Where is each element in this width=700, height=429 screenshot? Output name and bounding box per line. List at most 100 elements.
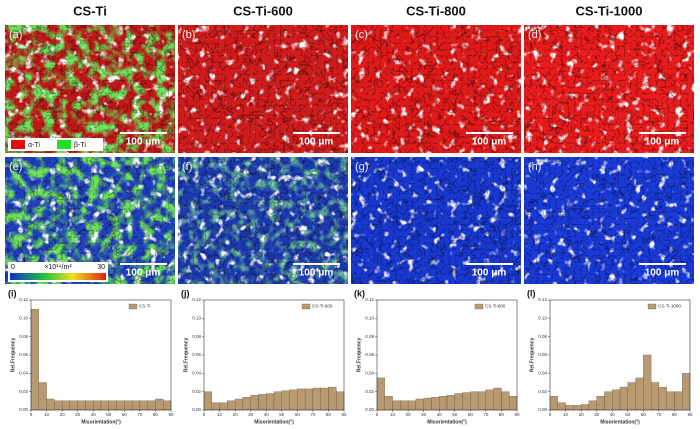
- y-tick-label: 0.06: [365, 352, 374, 357]
- scale-label: 100 μm: [299, 268, 334, 279]
- panel-label: (e): [9, 161, 22, 173]
- y-tick-label: 0.04: [19, 371, 28, 376]
- x-tick-label: 30: [248, 412, 254, 417]
- plot-frame: [549, 299, 691, 411]
- x-tick-label: 40: [264, 412, 270, 417]
- histogram-bar: [289, 389, 298, 411]
- histogram-bar: [234, 398, 244, 411]
- legend-label: CS-Ti-800: [485, 304, 506, 309]
- colorbar: [10, 273, 106, 280]
- y-tick-label: 0.12: [19, 297, 28, 302]
- histogram-bar: [619, 386, 628, 411]
- y-tick-label: 0.08: [19, 334, 28, 339]
- x-tick-label: 50: [452, 412, 458, 417]
- y-axis-label: Rel.Frequency: [356, 338, 362, 373]
- panel-label: (l): [527, 288, 536, 298]
- histogram-bar: [392, 400, 401, 411]
- x-tick-label: 70: [656, 412, 662, 417]
- histogram-bar: [501, 391, 510, 411]
- y-tick-label: 0.02: [192, 389, 201, 394]
- histogram-bar: [250, 395, 259, 411]
- y-tick-label: 0.00: [192, 407, 201, 412]
- y-tick-label: 0.00: [538, 407, 547, 412]
- x-tick-label: 10: [390, 412, 396, 417]
- legend-swatch: [647, 303, 657, 310]
- x-tick-label: 10: [563, 412, 569, 417]
- legend-swatch: [301, 303, 311, 310]
- x-tick-label: 50: [279, 412, 285, 417]
- histogram-bar: [147, 400, 156, 411]
- micrograph-grain: [524, 25, 694, 153]
- histogram-bar: [258, 394, 267, 411]
- scale-label: 100 μm: [126, 268, 161, 279]
- histogram-bar: [596, 396, 605, 411]
- y-tick-label: 0.10: [365, 316, 374, 321]
- panel-label: (c): [355, 29, 368, 41]
- scale-label: 100 μm: [645, 268, 680, 279]
- x-axis-label: Misorientation(°): [81, 419, 121, 425]
- y-tick-label: 0.08: [538, 334, 547, 339]
- histogram-bar: [470, 391, 479, 411]
- y-tick-label: 0.02: [19, 389, 28, 394]
- y-tick-label: 0.04: [192, 371, 201, 376]
- column-title: CS-Ti-600: [233, 3, 293, 18]
- histogram-bar: [666, 391, 675, 411]
- panel-label: (a): [9, 29, 22, 41]
- x-tick-label: 20: [406, 412, 412, 417]
- histogram-bar: [423, 397, 432, 411]
- y-tick-label: 0.08: [365, 334, 374, 339]
- legend-label: CS-Ti: [139, 304, 150, 309]
- histogram-bar: [682, 373, 691, 411]
- histogram-bar: [485, 389, 494, 411]
- y-tick-label: 0.12: [365, 297, 374, 302]
- scale-label: 100 μm: [645, 137, 680, 148]
- y-axis-label: Rel.Frequency: [183, 338, 189, 373]
- x-tick-label: 60: [122, 412, 128, 417]
- panel-label: (d): [528, 29, 541, 41]
- y-tick-label: 0.06: [538, 352, 547, 357]
- x-tick-label: 40: [437, 412, 443, 417]
- histogram-bar: [407, 400, 417, 411]
- histogram-bar: [509, 396, 518, 411]
- scale-label: 100 μm: [472, 268, 507, 279]
- histogram-bar: [273, 391, 282, 411]
- y-tick-label: 0.06: [19, 352, 28, 357]
- x-tick-label: 90: [514, 412, 520, 417]
- y-tick-label: 0.10: [19, 316, 28, 321]
- histogram-bar: [376, 377, 385, 411]
- x-axis-label: Misorientation(°): [427, 419, 467, 425]
- colorbar-max: 30: [97, 264, 105, 271]
- legend-swatch: [474, 303, 484, 310]
- histogram-bar: [557, 402, 566, 411]
- histogram-bar: [116, 400, 125, 411]
- y-tick-label: 0.10: [538, 316, 547, 321]
- x-axis-label: Misorientation(°): [254, 419, 294, 425]
- x-tick-label: 80: [499, 412, 505, 417]
- histogram-bar: [650, 382, 660, 411]
- x-tick-label: 80: [672, 412, 678, 417]
- micrograph-grain: [524, 157, 694, 284]
- x-tick-label: 70: [310, 412, 316, 417]
- x-tick-label: 80: [153, 412, 159, 417]
- column-title: CS-Ti: [73, 3, 107, 18]
- micrograph-grain: [5, 25, 175, 153]
- histogram-bar: [604, 391, 613, 411]
- colorbar-unit: ×10¹⁴/m²: [44, 264, 72, 271]
- plot-frame: [376, 299, 518, 411]
- histogram-bar: [493, 387, 502, 411]
- y-tick-label: 0.04: [538, 371, 547, 376]
- x-tick-label: 0: [549, 412, 552, 417]
- x-tick-label: 30: [421, 412, 427, 417]
- histogram-bar: [69, 400, 78, 411]
- micrograph-grain: [351, 25, 521, 153]
- x-tick-label: 70: [483, 412, 489, 417]
- micrograph-grain: [178, 25, 348, 153]
- histogram-bar: [155, 398, 164, 411]
- y-tick-label: 0.12: [192, 297, 201, 302]
- histogram-bar: [400, 400, 409, 411]
- legend-label: β-Ti: [74, 142, 86, 149]
- histogram-bar: [211, 402, 220, 411]
- histogram-bar: [46, 398, 55, 411]
- histogram-bar: [320, 387, 329, 411]
